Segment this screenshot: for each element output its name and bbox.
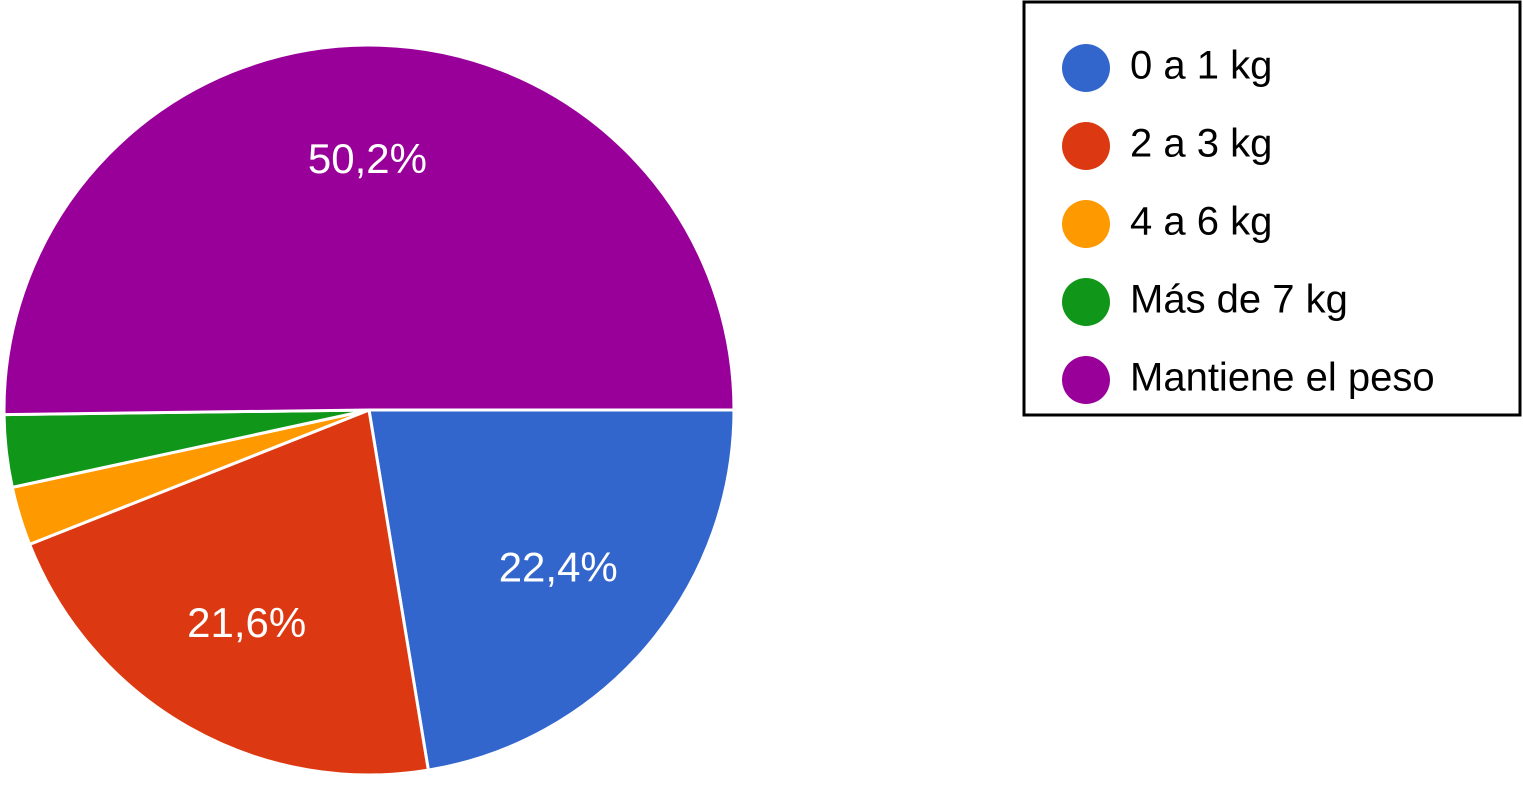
slice-label: 21,6% <box>187 599 306 646</box>
legend-swatch <box>1062 278 1110 326</box>
legend-label: 4 a 6 kg <box>1130 200 1272 244</box>
legend-label: Mantiene el peso <box>1130 356 1435 400</box>
legend-label: 0 a 1 kg <box>1130 44 1272 88</box>
legend-label: Más de 7 kg <box>1130 278 1348 322</box>
slice-label: 22,4% <box>499 544 618 591</box>
pie-slice <box>27 407 431 777</box>
pie-slice <box>2 43 736 417</box>
legend-swatch <box>1062 44 1110 92</box>
legend-swatch <box>1062 122 1110 170</box>
slice-label: 50,2% <box>308 135 427 182</box>
legend-label: 2 a 3 kg <box>1130 122 1272 166</box>
legend-swatch <box>1062 200 1110 248</box>
pie-slice <box>367 408 736 772</box>
legend-swatch <box>1062 356 1110 404</box>
